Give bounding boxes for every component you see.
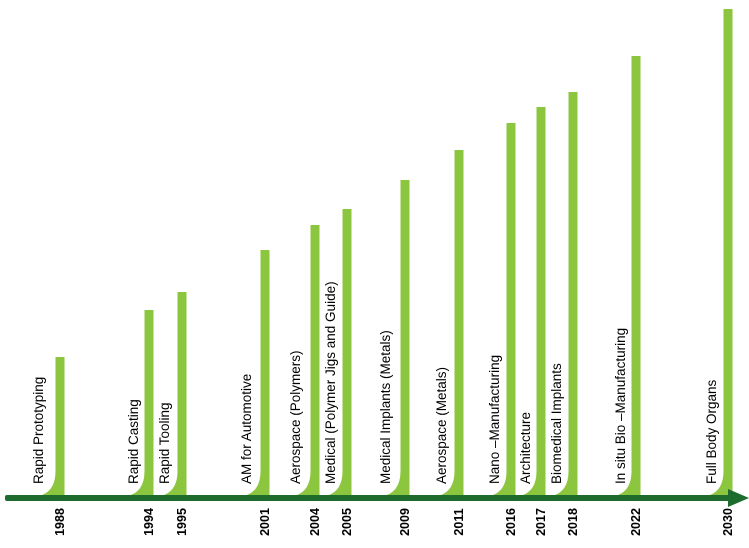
year-label: 2009 [398, 508, 412, 536]
growth-curve [480, 123, 516, 497]
year-label: 1995 [175, 508, 189, 536]
year-label: 1988 [53, 508, 67, 536]
year-label: 2004 [308, 508, 322, 536]
year-labels: 1988 1994 1995 2001 2004 2005 2009 2011 2016 2017… [53, 508, 735, 536]
growth-curve [697, 9, 733, 497]
milestone-label: AM for Automotive [239, 374, 254, 484]
milestone-label: Aerospace (Polymers) [288, 350, 303, 484]
axis-arrowhead [728, 489, 749, 507]
milestone-label: In situ Bio –Manufacturing [613, 328, 628, 484]
growth-curves [29, 9, 733, 497]
growth-curve [428, 150, 464, 497]
milestone-label: Medical (Polymer Jigs and Guide) [323, 281, 338, 484]
milestone-label: Biomedical Implants [549, 363, 564, 484]
milestone-label: Rapid Tooling [157, 402, 172, 484]
year-label: 2030 [721, 508, 735, 536]
year-label: 2016 [504, 508, 518, 536]
year-label: 2018 [566, 508, 580, 536]
growth-curve [234, 250, 270, 497]
milestone-labels: Rapid Prototyping Rapid Casting Rapid Tool… [31, 281, 719, 484]
timeline-axis [5, 489, 749, 507]
year-label: 2017 [534, 508, 548, 536]
milestone-label: Architecture [518, 412, 533, 484]
milestone-label: Nano –Manufacturing [487, 355, 502, 484]
growth-curve [284, 225, 320, 497]
growth-curve [151, 292, 187, 497]
growth-curve [605, 56, 641, 497]
axis-line [5, 495, 735, 501]
year-label: 2001 [258, 508, 272, 536]
growth-curve [29, 357, 65, 497]
growth-curve [118, 310, 154, 497]
growth-curve [374, 180, 410, 497]
milestone-label: Full Body Organs [704, 379, 719, 484]
milestone-label: Medical Implants (Metals) [378, 330, 393, 484]
milestone-label: Rapid Prototyping [31, 377, 46, 484]
milestone-label: Aerospace (Metals) [434, 367, 449, 484]
year-label: 2011 [452, 508, 466, 535]
year-label: 2005 [340, 508, 354, 536]
year-label: 2022 [629, 508, 643, 536]
growth-curve [316, 209, 352, 497]
growth-curve [510, 107, 546, 497]
milestone-label: Rapid Casting [126, 399, 141, 484]
year-label: 1994 [142, 508, 156, 536]
growth-curve [542, 92, 578, 497]
